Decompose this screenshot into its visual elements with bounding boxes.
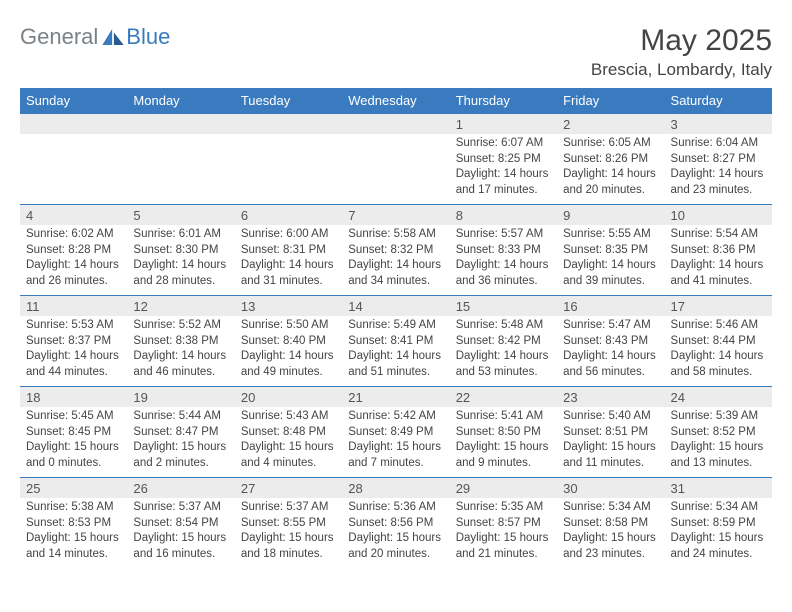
date-cell: 6 xyxy=(235,205,342,226)
detail-cell: Sunrise: 5:34 AMSunset: 8:58 PMDaylight:… xyxy=(557,498,664,568)
logo-text-blue: Blue xyxy=(126,24,170,50)
date-cell: 18 xyxy=(20,387,127,408)
date-cell: 19 xyxy=(127,387,234,408)
detail-cell: Sunrise: 5:46 AMSunset: 8:44 PMDaylight:… xyxy=(665,316,772,387)
detail-cell: Sunrise: 5:55 AMSunset: 8:35 PMDaylight:… xyxy=(557,225,664,296)
date-row: 1 2 3 xyxy=(20,114,772,135)
detail-cell: Sunrise: 5:52 AMSunset: 8:38 PMDaylight:… xyxy=(127,316,234,387)
detail-cell: Sunrise: 5:43 AMSunset: 8:48 PMDaylight:… xyxy=(235,407,342,478)
date-cell: 11 xyxy=(20,296,127,317)
detail-cell: Sunrise: 6:01 AMSunset: 8:30 PMDaylight:… xyxy=(127,225,234,296)
detail-cell: Sunrise: 5:49 AMSunset: 8:41 PMDaylight:… xyxy=(342,316,449,387)
date-cell: 13 xyxy=(235,296,342,317)
detail-cell: Sunrise: 5:47 AMSunset: 8:43 PMDaylight:… xyxy=(557,316,664,387)
detail-cell: Sunrise: 5:48 AMSunset: 8:42 PMDaylight:… xyxy=(450,316,557,387)
date-cell: 27 xyxy=(235,478,342,499)
date-cell: 28 xyxy=(342,478,449,499)
detail-cell: Sunrise: 5:41 AMSunset: 8:50 PMDaylight:… xyxy=(450,407,557,478)
date-cell: 9 xyxy=(557,205,664,226)
calendar-body: 1 2 3 Sunrise: 6:07 AMSunset: 8:25 PMDay… xyxy=(20,114,772,569)
date-cell: 12 xyxy=(127,296,234,317)
date-cell xyxy=(127,114,234,135)
date-cell: 8 xyxy=(450,205,557,226)
date-cell: 17 xyxy=(665,296,772,317)
date-cell: 30 xyxy=(557,478,664,499)
date-row: 11 12 13 14 15 16 17 xyxy=(20,296,772,317)
detail-cell: Sunrise: 5:35 AMSunset: 8:57 PMDaylight:… xyxy=(450,498,557,568)
date-row: 4 5 6 7 8 9 10 xyxy=(20,205,772,226)
date-cell: 3 xyxy=(665,114,772,135)
date-cell: 20 xyxy=(235,387,342,408)
detail-cell: Sunrise: 6:02 AMSunset: 8:28 PMDaylight:… xyxy=(20,225,127,296)
detail-cell xyxy=(235,134,342,205)
date-cell xyxy=(235,114,342,135)
detail-cell: Sunrise: 6:07 AMSunset: 8:25 PMDaylight:… xyxy=(450,134,557,205)
detail-cell: Sunrise: 5:36 AMSunset: 8:56 PMDaylight:… xyxy=(342,498,449,568)
detail-cell: Sunrise: 5:45 AMSunset: 8:45 PMDaylight:… xyxy=(20,407,127,478)
date-cell: 21 xyxy=(342,387,449,408)
date-cell: 22 xyxy=(450,387,557,408)
detail-cell xyxy=(127,134,234,205)
day-header: Wednesday xyxy=(342,88,449,114)
detail-row: Sunrise: 6:02 AMSunset: 8:28 PMDaylight:… xyxy=(20,225,772,296)
detail-cell: Sunrise: 5:57 AMSunset: 8:33 PMDaylight:… xyxy=(450,225,557,296)
detail-cell: Sunrise: 5:50 AMSunset: 8:40 PMDaylight:… xyxy=(235,316,342,387)
location-subtitle: Brescia, Lombardy, Italy xyxy=(591,60,772,80)
logo-sail-icon xyxy=(102,29,124,45)
date-cell: 10 xyxy=(665,205,772,226)
date-cell: 15 xyxy=(450,296,557,317)
date-cell: 25 xyxy=(20,478,127,499)
day-header: Tuesday xyxy=(235,88,342,114)
detail-cell: Sunrise: 5:38 AMSunset: 8:53 PMDaylight:… xyxy=(20,498,127,568)
day-header: Friday xyxy=(557,88,664,114)
day-header: Saturday xyxy=(665,88,772,114)
detail-cell: Sunrise: 5:34 AMSunset: 8:59 PMDaylight:… xyxy=(665,498,772,568)
detail-row: Sunrise: 6:07 AMSunset: 8:25 PMDaylight:… xyxy=(20,134,772,205)
date-cell: 5 xyxy=(127,205,234,226)
detail-cell: Sunrise: 6:05 AMSunset: 8:26 PMDaylight:… xyxy=(557,134,664,205)
date-cell: 23 xyxy=(557,387,664,408)
detail-cell: Sunrise: 5:40 AMSunset: 8:51 PMDaylight:… xyxy=(557,407,664,478)
day-header: Sunday xyxy=(20,88,127,114)
detail-cell: Sunrise: 6:00 AMSunset: 8:31 PMDaylight:… xyxy=(235,225,342,296)
date-cell: 29 xyxy=(450,478,557,499)
detail-cell: Sunrise: 5:53 AMSunset: 8:37 PMDaylight:… xyxy=(20,316,127,387)
date-cell xyxy=(20,114,127,135)
date-cell: 2 xyxy=(557,114,664,135)
detail-cell: Sunrise: 6:04 AMSunset: 8:27 PMDaylight:… xyxy=(665,134,772,205)
logo-text-general: General xyxy=(20,24,98,50)
date-row: 18 19 20 21 22 23 24 xyxy=(20,387,772,408)
detail-cell: Sunrise: 5:39 AMSunset: 8:52 PMDaylight:… xyxy=(665,407,772,478)
logo: General Blue xyxy=(20,24,170,50)
detail-cell: Sunrise: 5:37 AMSunset: 8:54 PMDaylight:… xyxy=(127,498,234,568)
date-cell: 31 xyxy=(665,478,772,499)
date-cell: 1 xyxy=(450,114,557,135)
date-cell: 26 xyxy=(127,478,234,499)
month-title: May 2025 xyxy=(591,24,772,58)
detail-cell: Sunrise: 5:44 AMSunset: 8:47 PMDaylight:… xyxy=(127,407,234,478)
detail-cell xyxy=(342,134,449,205)
detail-cell: Sunrise: 5:37 AMSunset: 8:55 PMDaylight:… xyxy=(235,498,342,568)
date-cell: 4 xyxy=(20,205,127,226)
calendar-table: Sunday Monday Tuesday Wednesday Thursday… xyxy=(20,88,772,568)
day-header: Thursday xyxy=(450,88,557,114)
day-header: Monday xyxy=(127,88,234,114)
title-block: May 2025 Brescia, Lombardy, Italy xyxy=(591,24,772,80)
date-cell: 16 xyxy=(557,296,664,317)
detail-cell: Sunrise: 5:54 AMSunset: 8:36 PMDaylight:… xyxy=(665,225,772,296)
detail-row: Sunrise: 5:45 AMSunset: 8:45 PMDaylight:… xyxy=(20,407,772,478)
page-header: General Blue May 2025 Brescia, Lombardy,… xyxy=(20,24,772,80)
date-cell xyxy=(342,114,449,135)
date-cell: 14 xyxy=(342,296,449,317)
date-cell: 7 xyxy=(342,205,449,226)
date-cell: 24 xyxy=(665,387,772,408)
detail-cell: Sunrise: 5:42 AMSunset: 8:49 PMDaylight:… xyxy=(342,407,449,478)
date-row: 25 26 27 28 29 30 31 xyxy=(20,478,772,499)
detail-cell xyxy=(20,134,127,205)
detail-cell: Sunrise: 5:58 AMSunset: 8:32 PMDaylight:… xyxy=(342,225,449,296)
detail-row: Sunrise: 5:53 AMSunset: 8:37 PMDaylight:… xyxy=(20,316,772,387)
day-header-row: Sunday Monday Tuesday Wednesday Thursday… xyxy=(20,88,772,114)
detail-row: Sunrise: 5:38 AMSunset: 8:53 PMDaylight:… xyxy=(20,498,772,568)
